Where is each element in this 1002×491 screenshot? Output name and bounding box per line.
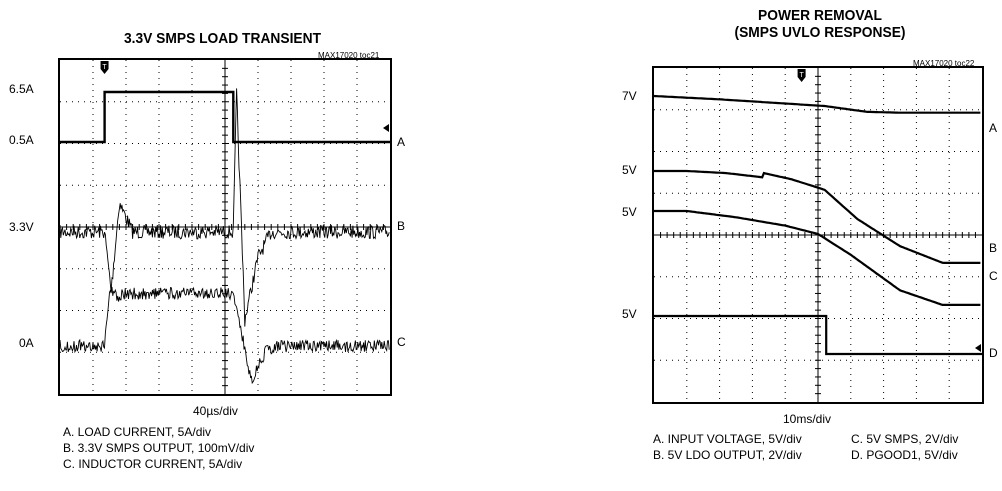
chart1-label-0-5A: 0.5A (9, 133, 34, 147)
chart2-label-7V: 7V (622, 89, 637, 103)
chart2-plot: T (654, 68, 982, 402)
trace-C-inductor-current (60, 286, 390, 385)
chart2-scope: T (652, 66, 984, 404)
chart1-code: MAX17020 toc21 (318, 51, 380, 60)
trigger-marker (100, 61, 109, 74)
chart2-trace-label-D: D (989, 346, 998, 360)
chart2-trace-label-B: B (989, 241, 998, 255)
chart1-label-0A: 0A (19, 336, 34, 350)
trace-A-input-voltage (654, 94, 981, 114)
trigger-marker (797, 69, 806, 82)
chart2-label-5V-pgood: 5V (622, 307, 637, 321)
chart2-legend-item-B: B. 5V LDO OUTPUT, 2V/div (653, 448, 802, 462)
chart2-timebase: 10ms/div (783, 412, 832, 426)
chart1-trace-label-B: B (397, 219, 406, 233)
chart1-trace-label-A: A (397, 135, 406, 149)
chart1-label-6-5A: 6.5A (9, 82, 34, 96)
trigger-marker-glyph: T (799, 72, 804, 79)
chart2-legend-item-A: A. INPUT VOLTAGE, 5V/div (653, 432, 802, 446)
chart2-trace-label-C: C (989, 269, 998, 283)
trigger-marker-glyph: T (102, 64, 107, 71)
chart1-trace-label-C: C (397, 335, 406, 349)
trace-B-ldo-output (654, 169, 981, 264)
ground-marker-D (975, 344, 981, 352)
chart2-subtitle: (SMPS UVLO RESPONSE) (734, 24, 906, 41)
trace-C-smps (654, 209, 981, 306)
chart2-label-5V-ldo: 5V (622, 163, 637, 177)
chart2-title: POWER REMOVAL (758, 7, 882, 24)
ground-marker-A (383, 124, 389, 132)
chart1-title: 3.3V SMPS LOAD TRANSIENT (123, 30, 322, 47)
chart2-legend: A. INPUT VOLTAGE, 5V/div C. 5V SMPS, 2V/… (653, 431, 958, 463)
chart2-legend-item-D: D. PGOOD1, 5V/div (851, 448, 958, 462)
chart2-trace-label-A: A (989, 121, 998, 135)
chart1-legend-item-C: C. INDUCTOR CURRENT, 5A/div (63, 457, 243, 471)
chart1-label-3-3V: 3.3V (9, 220, 34, 234)
chart1-timebase: 40µs/div (193, 404, 238, 418)
chart2-legend-item-C: C. 5V SMPS, 2V/div (851, 432, 959, 446)
chart1-scope: T (58, 58, 392, 396)
chart1-legend: A. LOAD CURRENT, 5A/div B. 3.3V SMPS OUT… (63, 424, 254, 472)
trace-D-pgood1 (654, 314, 982, 356)
chart1-plot: T (60, 60, 390, 394)
trace-A-load-current (60, 90, 390, 144)
chart2-code: MAX17020 toc22 (913, 59, 975, 68)
trace-B-smps-output (60, 88, 390, 327)
chart1-legend-item-B: B. 3.3V SMPS OUTPUT, 100mV/div (63, 441, 255, 455)
chart1-legend-item-A: A. LOAD CURRENT, 5A/div (63, 425, 212, 439)
chart2-label-5V-smps: 5V (622, 205, 637, 219)
